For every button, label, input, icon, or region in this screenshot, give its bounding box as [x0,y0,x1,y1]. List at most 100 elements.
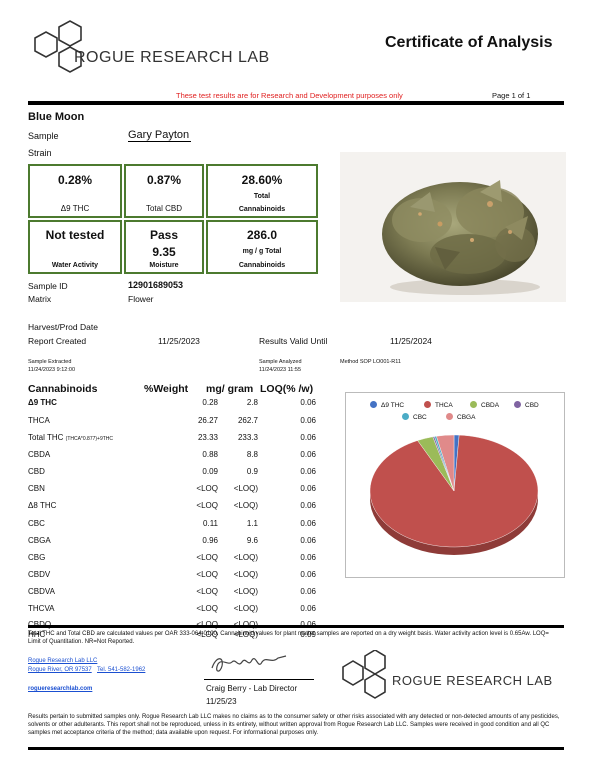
cell-name: Δ9 THC [28,398,57,407]
table-row: CBDQ <LOQ <LOQ) 0.06 [28,620,328,637]
cell-loq: 0.06 [300,620,316,629]
cell-loq: 0.06 [300,570,316,579]
disclaimer: Results pertain to submitted samples onl… [28,714,560,736]
legend-swatch [470,401,477,408]
table-row: HHC <LOQ <LOQ) 0.09 [28,630,328,647]
method-sop: Method SOP LO001-R11 [340,359,401,365]
total-cbd-box: 0.87% Total CBD [124,164,204,218]
box-label: Moisture [149,262,179,269]
box-sub: mg / g Total [242,248,282,255]
cell-loq: 0.06 [300,416,316,425]
cell-weight: <LOQ [196,553,218,562]
cell-name: CBG [28,553,46,562]
table-row: CBN <LOQ <LOQ) 0.06 [28,484,328,501]
footer-rule [28,625,564,628]
cell-name: CBD [28,467,45,476]
cell-name: CBC [28,519,45,528]
box-value-2: 9.35 [152,245,176,259]
pie-slice [436,434,455,492]
box-label: Δ9 THC [60,204,90,213]
col-header-mg-gram: mg/ gram [206,383,254,395]
cell-loq: 0.06 [300,536,316,545]
box-value: 28.60% [241,173,283,187]
calc-note: Total THC and Total CBD are calculated v… [28,631,549,645]
phone-link[interactable]: Tel. 541-582-1962 [97,667,146,673]
col-header-cannabinoids: Cannabinoids [28,383,98,395]
table-row: Δ8 THC <LOQ <LOQ) 0.06 [28,501,328,518]
bottom-rule [28,747,564,750]
table-row: CBC 0.11 1.1 0.06 [28,519,328,536]
legend-label: THCA [435,402,453,409]
hexagon-logo-icon [34,20,82,73]
col-header-weight: %Weight [144,383,189,395]
cell-loq: 0.06 [300,467,316,476]
sample-name: Blue Moon [28,111,85,123]
rd-notice: These test results are for Research and … [176,91,403,100]
cell-weight: 0.28 [202,398,218,407]
legend-item: CBD [514,401,539,409]
legend-swatch [446,413,453,420]
cell-weight: <LOQ [196,620,218,629]
company-link[interactable]: Rogue Research Lab LLC [28,658,98,664]
signature-image [206,650,296,678]
footer-logo [339,649,409,702]
strain-label: Strain [28,148,52,158]
table-row: CBG <LOQ <LOQ) 0.06 [28,553,328,570]
legend-item: CBC [402,413,427,421]
box-value: 0.87% [146,173,182,187]
table-row: CBDA 0.88 8.8 0.06 [28,450,328,467]
sign-date: 11/25/23 [206,697,237,706]
report-created-date: 11/25/2023 [158,336,200,346]
cell-mg: 9.6 [246,536,258,545]
cell-mg: <LOQ) [233,570,258,579]
cell-mg: <LOQ) [233,630,258,639]
extracted-date: 11/24/2023 9:12:00 [28,367,75,373]
cell-weight: <LOQ [196,630,218,639]
footer-logo-text: ROGUE RESEARCH LAB [392,673,553,688]
cell-name: CBDQ [28,620,51,629]
legend-swatch [514,401,521,408]
legend-label: CBD [525,402,539,409]
cell-weight: <LOQ [196,587,218,596]
legend-item: CBGA [446,413,475,421]
box-label: Cannabinoids [238,262,286,269]
cell-name: HHC [28,630,46,639]
header-logo [20,20,110,78]
table-row: THCVA <LOQ <LOQ) 0.06 [28,604,328,621]
matrix-label: Matrix [28,294,52,304]
extracted-label: Sample Extracted [28,359,72,365]
page-title: Certificate of Analysis [385,34,553,51]
signer-name: Craig Berry - Lab Director [206,684,298,693]
legend-swatch [370,401,377,408]
table-row: CBGA 0.96 9.6 0.06 [28,536,328,553]
address-link[interactable]: Rogue River, OR 97537 [28,667,92,673]
table-row: THCA 26.27 262.7 0.06 [28,416,328,433]
cell-mg: 1.1 [246,519,258,528]
legend-label: Δ9 THC [381,402,405,409]
cell-loq: 0.06 [300,519,316,528]
analyzed-label: Sample Analyzed [259,359,302,365]
cell-mg: 233.3 [237,433,258,442]
legend-item: CBDA [470,401,499,409]
box-value: Not tested [45,228,105,242]
valid-until-date: 11/25/2024 [390,336,432,346]
cell-loq: 0.06 [300,587,316,596]
header-rule [28,101,564,105]
cell-weight: 0.96 [202,536,218,545]
pie-plot [369,434,539,555]
harvest-label: Harvest/Prod Date [28,322,98,332]
cell-mg: <LOQ) [234,620,258,629]
valid-until-label: Results Valid Until [259,336,328,346]
sample-id: 12901689053 [128,280,184,290]
page-number: Page 1 of 1 [492,91,531,100]
cell-name: CBDV [28,570,51,579]
cell-weight: 0.11 [203,519,218,528]
table-row: CBDV <LOQ <LOQ) 0.06 [28,570,328,587]
hexagon-logo-icon [342,649,386,699]
website-link[interactable]: rogueresearchlab.com [28,686,93,692]
cell-loq: 0.06 [300,450,316,459]
report-created-label: Report Created [28,336,87,346]
water-activity-box: Not tested Water Activity [28,220,122,274]
flower-bud-image [382,180,540,295]
cell-weight: 0.88 [202,450,218,459]
